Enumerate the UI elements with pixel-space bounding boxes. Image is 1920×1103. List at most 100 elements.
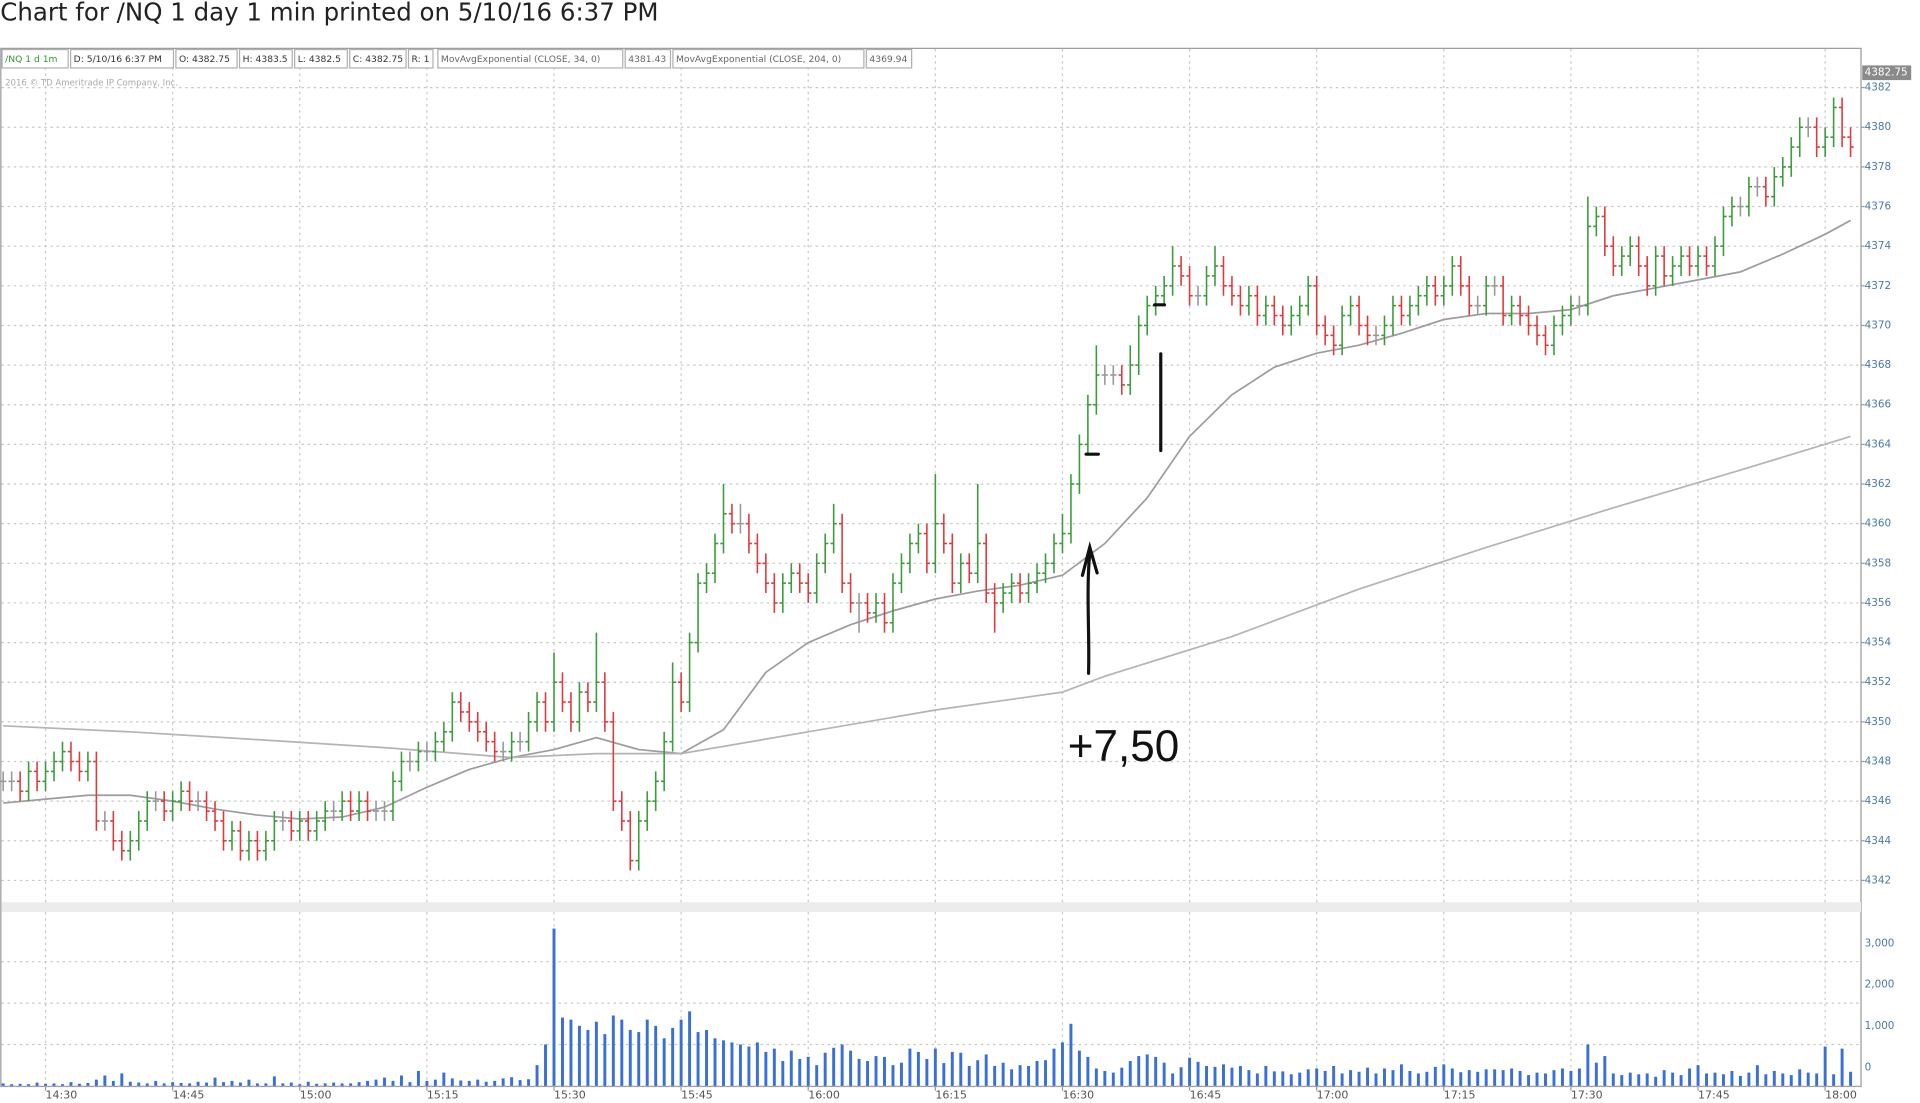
ohlc-bar bbox=[381, 801, 388, 821]
header-box bbox=[294, 48, 348, 69]
volume-bar bbox=[1484, 1069, 1488, 1086]
ohlc-bar bbox=[1491, 275, 1498, 296]
ohlc-bar bbox=[1203, 266, 1210, 306]
volume-bar bbox=[1366, 1067, 1370, 1086]
ohlc-bar bbox=[423, 741, 431, 762]
ohlc-bar bbox=[660, 731, 668, 792]
ohlc-bar bbox=[898, 553, 905, 594]
volume-bar bbox=[1527, 1075, 1531, 1086]
volume-bar bbox=[1645, 1073, 1649, 1086]
volume-bar bbox=[611, 1015, 615, 1086]
ohlc-bar bbox=[1271, 295, 1278, 326]
volume-bar bbox=[1806, 1072, 1810, 1086]
volume-bar bbox=[1222, 1064, 1225, 1086]
ohlc-bar bbox=[805, 573, 812, 603]
volume-bar bbox=[1679, 1075, 1683, 1086]
ohlc-bar bbox=[1110, 365, 1117, 385]
volume-bar bbox=[103, 1075, 107, 1086]
volume-bar bbox=[306, 1081, 310, 1086]
ohlc-bar bbox=[1542, 325, 1549, 356]
ohlc-bar bbox=[1457, 256, 1464, 296]
volume-bar bbox=[662, 1038, 666, 1086]
ohlc-bar bbox=[1830, 97, 1837, 148]
ohlc-bar bbox=[1432, 275, 1439, 306]
header-box bbox=[349, 48, 407, 69]
study-last: 4381.43 bbox=[628, 54, 666, 65]
ohlc-bar bbox=[322, 801, 329, 831]
ohlc-bar bbox=[1321, 315, 1329, 346]
ohlc-bar bbox=[711, 533, 719, 584]
volume-bar bbox=[442, 1072, 446, 1086]
volume-bar bbox=[1162, 1062, 1166, 1086]
ohlc-bar bbox=[1144, 295, 1151, 336]
ohlc-bar bbox=[1194, 285, 1202, 306]
ohlc-bar bbox=[1525, 305, 1532, 336]
ohlc-bar bbox=[144, 791, 151, 831]
volume-bar bbox=[628, 1029, 632, 1086]
ohlc-bar bbox=[1720, 206, 1727, 257]
ohlc-bar bbox=[957, 553, 964, 594]
volume-bar bbox=[137, 1082, 141, 1086]
ohlc-bar bbox=[1567, 295, 1575, 326]
volume-bar bbox=[620, 1019, 624, 1086]
y-tick-label: 4354 bbox=[1865, 637, 1892, 649]
ohlc-bar bbox=[135, 811, 142, 851]
ohlc-bar bbox=[1355, 295, 1363, 336]
volume-bar bbox=[281, 1083, 285, 1086]
volume-bar bbox=[154, 1080, 158, 1086]
volume-bar bbox=[1111, 1072, 1115, 1086]
volume-bar bbox=[705, 1029, 709, 1086]
x-tick-label: 15:45 bbox=[681, 1089, 713, 1102]
volume-bar bbox=[1815, 1073, 1819, 1086]
volume-bar bbox=[527, 1079, 531, 1086]
header-box bbox=[624, 48, 672, 69]
volume-bar bbox=[1154, 1056, 1158, 1086]
volume-bar bbox=[1060, 1042, 1064, 1086]
x-tick-label: 16:45 bbox=[1190, 1089, 1222, 1102]
volume-bar bbox=[984, 1054, 988, 1086]
volume-bar bbox=[1323, 1070, 1327, 1086]
volume-bar bbox=[1205, 1065, 1208, 1086]
volume-bar bbox=[391, 1080, 395, 1086]
ohlc-bar bbox=[1084, 394, 1092, 455]
volume-bar bbox=[408, 1082, 412, 1086]
header-box bbox=[407, 48, 434, 69]
volume-bar bbox=[298, 1084, 302, 1086]
ohlc-bar bbox=[389, 771, 397, 821]
ohlc-bar bbox=[1177, 256, 1185, 286]
ohlc-bar bbox=[703, 563, 710, 594]
volume-bar bbox=[1611, 1073, 1615, 1086]
ohlc-bar bbox=[1313, 275, 1320, 336]
ohlc-bar bbox=[67, 741, 75, 772]
ohlc-bar bbox=[1550, 315, 1558, 356]
x-tick-label: 18:00 bbox=[1825, 1089, 1857, 1102]
volume-bar bbox=[1238, 1065, 1242, 1086]
ohlc-bar bbox=[576, 682, 583, 732]
volume-bar bbox=[188, 1083, 192, 1086]
ohlc-bar bbox=[745, 513, 753, 554]
ohlc-bar bbox=[1389, 295, 1397, 336]
ohlc-bar bbox=[525, 711, 532, 752]
volume-bar bbox=[1264, 1065, 1268, 1086]
volume-bar bbox=[891, 1065, 895, 1086]
volume-bar bbox=[366, 1080, 370, 1086]
volume-bar bbox=[1374, 1073, 1378, 1086]
header-box bbox=[437, 48, 624, 69]
volume-bar bbox=[94, 1079, 98, 1086]
y-tick-label: 4372 bbox=[1865, 280, 1891, 292]
x-tick-label: 17:45 bbox=[1698, 1089, 1730, 1102]
header-box bbox=[672, 48, 865, 69]
volume-bar bbox=[1332, 1065, 1336, 1086]
ohlc-bar bbox=[1737, 196, 1744, 217]
volume-bar bbox=[1137, 1056, 1141, 1086]
x-tick-label: 16:00 bbox=[808, 1089, 840, 1102]
ohlc-bar bbox=[788, 563, 795, 594]
volume-tick-label: 0 bbox=[1865, 1061, 1872, 1073]
ohlc-bar bbox=[338, 791, 346, 821]
volume-bar bbox=[755, 1042, 759, 1086]
ohlc-bar bbox=[432, 731, 439, 762]
volume-bar bbox=[1501, 1070, 1505, 1086]
ohlc-bar bbox=[59, 741, 66, 772]
